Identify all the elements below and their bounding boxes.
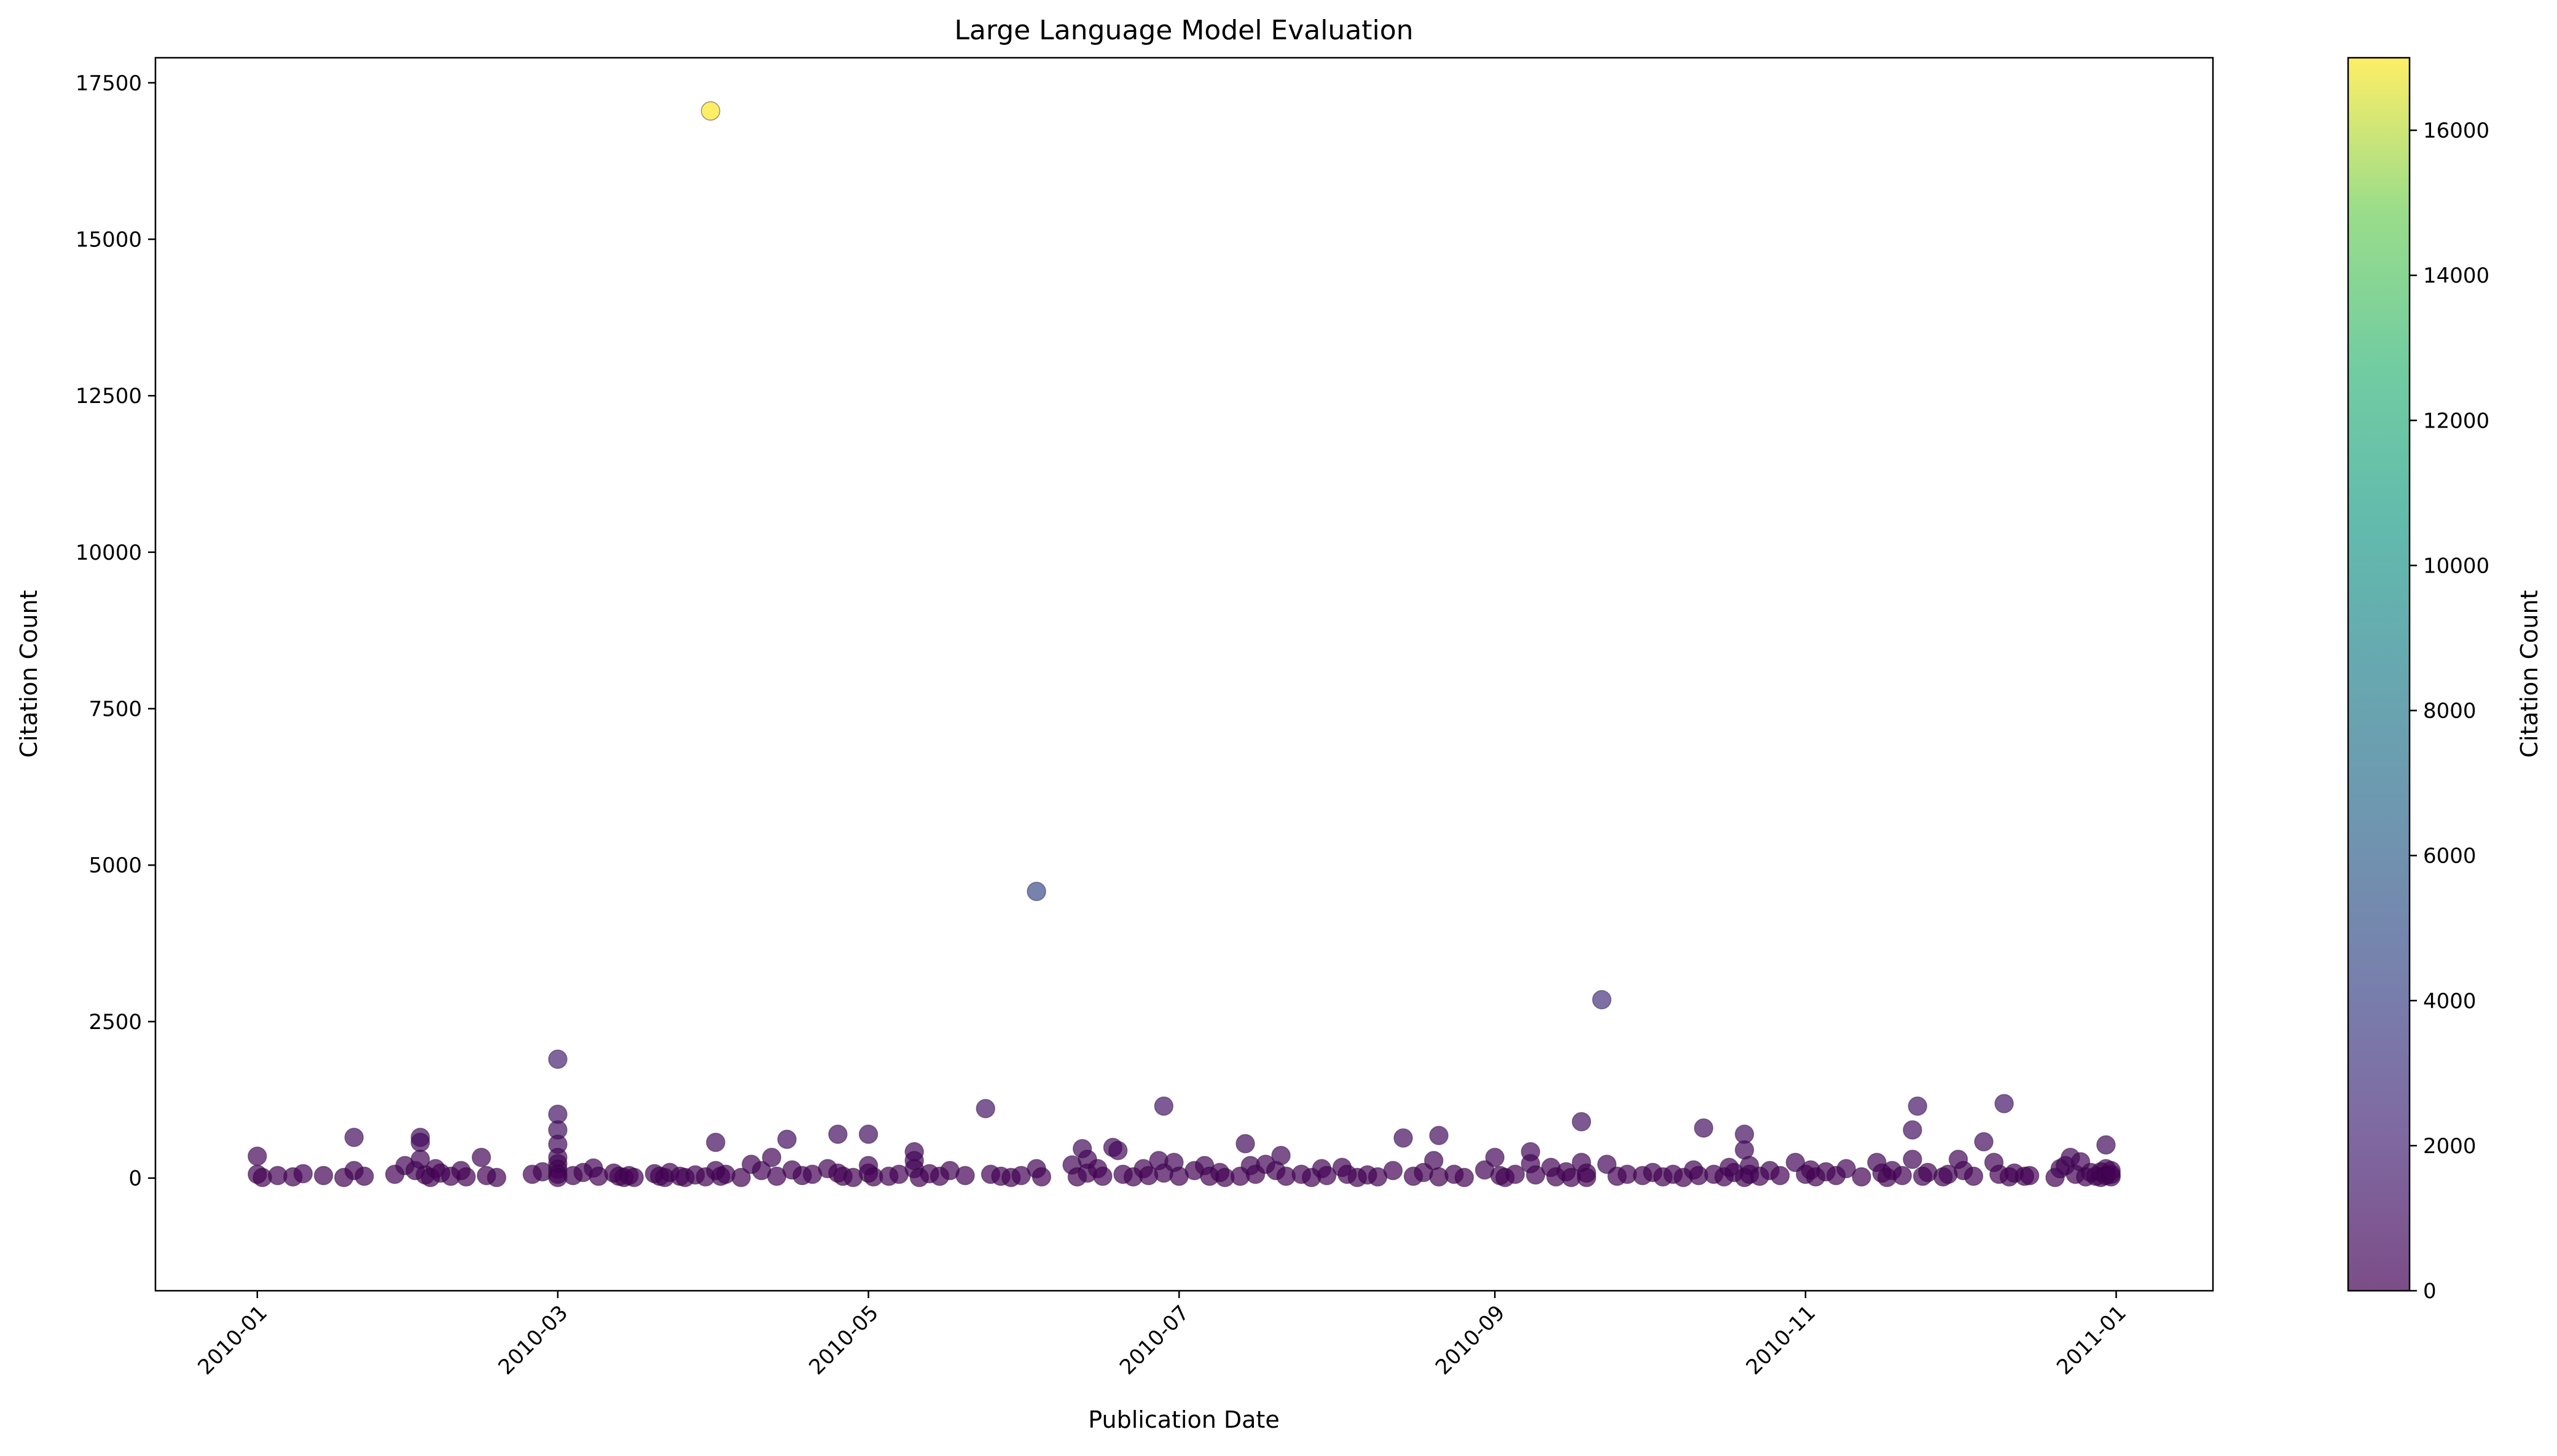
plot-frame [155, 58, 2213, 1291]
data-point [828, 1124, 848, 1145]
y-axis-ticks: 0 2500 5000 7500 10000 12500 15000 17500 [76, 71, 155, 1191]
data-point [1903, 1149, 1922, 1169]
data-point [487, 1167, 507, 1188]
y-tick-label: 10000 [76, 541, 142, 565]
data-point [2096, 1135, 2116, 1155]
data-point [1027, 882, 1046, 901]
colorbar-tick-label: 10000 [2423, 554, 2489, 578]
data-point [410, 1132, 430, 1153]
data-point [1852, 1167, 1871, 1187]
data-point [1994, 1094, 2014, 1114]
data-point [471, 1148, 491, 1167]
x-tick-label: 2010-11 [1741, 1301, 1820, 1380]
colorbar-tick-label: 14000 [2423, 264, 2489, 288]
data-point [1505, 1164, 1525, 1184]
data-point [1032, 1167, 1052, 1187]
data-point [1770, 1165, 1790, 1186]
colorbar-gradient [2348, 58, 2410, 1291]
data-point [1454, 1167, 1474, 1188]
data-point [1429, 1125, 1449, 1146]
x-tick-label: 2010-09 [1431, 1301, 1510, 1380]
data-point [706, 1132, 726, 1153]
colorbar-tick-label: 0 [2423, 1279, 2437, 1304]
colorbar-border [2347, 57, 2411, 1292]
y-tick-label: 17500 [76, 71, 142, 96]
data-point [1108, 1141, 1128, 1160]
colorbar-tick-label: 8000 [2423, 699, 2477, 724]
colorbar-tick-label: 2000 [2423, 1134, 2477, 1159]
data-point [1964, 1166, 1984, 1186]
y-tick-label: 12500 [76, 384, 142, 409]
data-point [700, 101, 721, 121]
data-point [624, 1167, 644, 1188]
data-point [1271, 1146, 1291, 1165]
colorbar-tick-label: 4000 [2423, 989, 2477, 1014]
colorbar-label: Citation Count [2516, 590, 2543, 758]
data-point [456, 1167, 476, 1187]
data-point [1903, 1120, 1922, 1140]
data-point [248, 1146, 267, 1166]
y-tick-label: 15000 [76, 227, 142, 252]
data-point [1393, 1128, 1413, 1148]
plot-border [154, 57, 2214, 1292]
points-layer [248, 101, 2121, 1188]
x-tick-label: 2010-05 [804, 1301, 883, 1380]
data-point [858, 1124, 879, 1145]
y-tick-label: 0 [128, 1167, 142, 1191]
data-point [1892, 1165, 1913, 1186]
data-point [1383, 1160, 1403, 1181]
x-tick-label: 2010-03 [494, 1301, 573, 1380]
x-tick-label: 2010-07 [1115, 1301, 1194, 1380]
x-axis-label: Publication Date [1088, 1406, 1279, 1433]
data-point [1235, 1133, 1255, 1154]
data-point [1525, 1165, 1546, 1185]
colorbar-tick-label: 6000 [2423, 844, 2477, 869]
x-tick-label: 2010-01 [193, 1301, 272, 1380]
data-point [293, 1164, 313, 1184]
chart-title: Large Language Model Evaluation [954, 15, 1413, 46]
data-point [1317, 1165, 1337, 1186]
data-point [1093, 1166, 1113, 1186]
x-axis-ticks: 2010-01 2010-03 2010-05 2010-07 2010-09 2010-… [193, 1291, 2131, 1380]
plot-area [154, 57, 2214, 1292]
data-point [354, 1166, 374, 1186]
data-point [1836, 1159, 1856, 1179]
data-point [955, 1165, 975, 1186]
y-tick-label: 2500 [88, 1010, 142, 1035]
data-point [1974, 1132, 1994, 1152]
data-point [777, 1129, 797, 1149]
data-point [976, 1098, 995, 1119]
data-point [2019, 1165, 2040, 1186]
y-tick-label: 7500 [88, 697, 142, 722]
colorbar: 0 2000 4000 6000 8000 10000 12000 14000 16000 Ci… [2347, 57, 2543, 1304]
colorbar-ticks: 0 2000 4000 6000 8000 10000 12000 14000 16000 [2410, 119, 2489, 1304]
data-point [1423, 1151, 1444, 1170]
data-point [548, 1049, 568, 1069]
data-point [1576, 1167, 1597, 1188]
data-point [731, 1167, 751, 1188]
y-tick-label: 5000 [88, 853, 142, 878]
data-point [1154, 1096, 1174, 1116]
x-tick-label: 2011-01 [2052, 1301, 2131, 1380]
data-point [1485, 1148, 1505, 1167]
data-point [2101, 1160, 2121, 1181]
data-point [1572, 1112, 1591, 1132]
colorbar-tick-label: 16000 [2423, 119, 2489, 143]
colorbar-tick-label: 12000 [2423, 409, 2489, 433]
data-point [344, 1127, 364, 1148]
data-point [1592, 990, 1611, 1010]
data-point [1908, 1096, 1927, 1116]
y-axis-label: Citation Count [15, 590, 42, 758]
data-point [762, 1148, 781, 1167]
data-point [313, 1165, 334, 1186]
data-point [1694, 1118, 1713, 1138]
